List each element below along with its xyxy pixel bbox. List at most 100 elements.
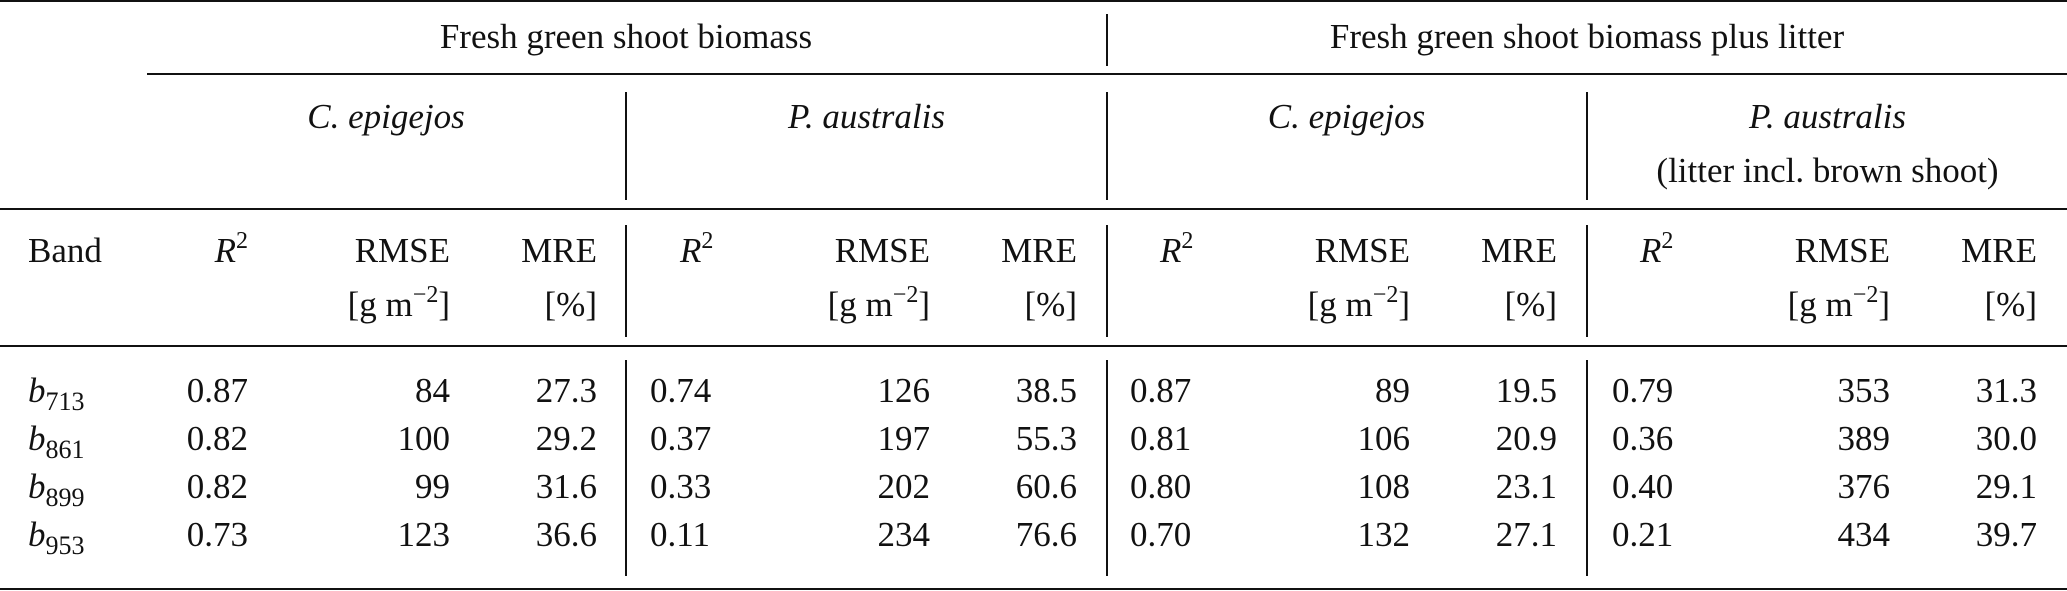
rmse-value: 123 <box>397 515 451 554</box>
r2-value: 0.73 <box>186 515 248 554</box>
data-separator-1 <box>625 360 627 576</box>
r2-header: R2 <box>1160 228 1194 270</box>
mre-value: 29.1 <box>1975 467 2037 506</box>
mre-value: 27.1 <box>1495 515 1557 554</box>
rmse-value: 197 <box>877 419 931 458</box>
band-label: b953 <box>28 514 138 559</box>
mre-value: 23.1 <box>1495 467 1557 506</box>
r2-header: R2 <box>680 228 714 270</box>
r2-value: 0.80 <box>1130 467 1192 506</box>
band-symbol: b <box>28 467 46 506</box>
data-separator-2 <box>1106 360 1108 576</box>
rmse-header: RMSE <box>834 231 930 270</box>
mre-unit: [%] <box>1024 285 1077 324</box>
r2-value: 0.40 <box>1612 467 1674 506</box>
mre-unit: [%] <box>1984 285 2037 324</box>
column-separator-1 <box>625 225 627 337</box>
band-label: b861 <box>28 418 138 463</box>
species-separator-3 <box>1586 92 1588 200</box>
species-header-2: P. australis <box>788 97 945 136</box>
column-separator-2 <box>1106 225 1108 337</box>
r2-value: 0.82 <box>186 467 248 506</box>
bottom-rule <box>0 588 2067 590</box>
r2-value: 0.70 <box>1130 515 1192 554</box>
r2-value: 0.81 <box>1130 419 1192 458</box>
mre-value: 20.9 <box>1495 419 1557 458</box>
mre-header: MRE <box>521 231 597 270</box>
subheader-rule <box>0 345 2067 347</box>
mre-value: 36.6 <box>535 515 597 554</box>
mre-header: MRE <box>1961 231 2037 270</box>
top-rule <box>0 0 2067 2</box>
mre-value: 39.7 <box>1975 515 2037 554</box>
rmse-value: 126 <box>877 371 931 410</box>
rmse-value: 389 <box>1837 419 1891 458</box>
rmse-value: 132 <box>1357 515 1411 554</box>
rmse-value: 434 <box>1837 515 1891 554</box>
r2-value: 0.37 <box>650 419 712 458</box>
rmse-header: RMSE <box>1314 231 1410 270</box>
species-header-1: C. epigejos <box>307 97 465 136</box>
band-header: Band <box>28 231 102 270</box>
species-header-4-note: (litter incl. brown shoot) <box>1656 151 1999 190</box>
mre-value: 31.6 <box>535 467 597 506</box>
rmse-header: RMSE <box>354 231 450 270</box>
species-header-3: C. epigejos <box>1267 97 1426 136</box>
r2-value: 0.11 <box>650 515 710 554</box>
band-symbol: b <box>28 515 46 554</box>
rmse-unit: [g m−2] <box>1307 282 1410 324</box>
rmse-value: 106 <box>1357 419 1411 458</box>
band-wavelength: 953 <box>45 531 85 560</box>
column-separator-3 <box>1586 225 1588 337</box>
rmse-value: 202 <box>877 467 931 506</box>
rmse-value: 100 <box>397 419 451 458</box>
rmse-value: 99 <box>415 467 450 506</box>
rmse-value: 234 <box>877 515 931 554</box>
mre-value: 19.5 <box>1495 371 1557 410</box>
rmse-value: 376 <box>1837 467 1891 506</box>
mre-header: MRE <box>1481 231 1557 270</box>
r2-value: 0.36 <box>1612 419 1674 458</box>
mre-value: 29.2 <box>535 419 597 458</box>
r2-value: 0.79 <box>1612 371 1674 410</box>
rmse-unit: [g m−2] <box>347 282 450 324</box>
mre-header: MRE <box>1001 231 1077 270</box>
rmse-unit: [g m−2] <box>1787 282 1890 324</box>
rmse-value: 108 <box>1357 467 1411 506</box>
r2-header: R2 <box>1640 228 1674 270</box>
rmse-header: RMSE <box>1794 231 1890 270</box>
mre-value: 27.3 <box>535 371 597 410</box>
mre-unit: [%] <box>1504 285 1557 324</box>
r2-value: 0.82 <box>186 419 248 458</box>
band-symbol: b <box>28 371 46 410</box>
r2-value: 0.21 <box>1612 515 1674 554</box>
r2-header: R2 <box>214 228 248 270</box>
rmse-value: 84 <box>415 371 450 410</box>
group-separator <box>1106 14 1108 66</box>
band-label: b899 <box>28 466 138 511</box>
data-separator-3 <box>1586 360 1588 576</box>
band-wavelength: 861 <box>45 435 85 464</box>
header-rule <box>0 208 2067 210</box>
species-header-4: P. australis <box>1749 97 1906 136</box>
r2-value: 0.87 <box>186 371 248 410</box>
rmse-value: 89 <box>1375 371 1410 410</box>
r2-value: 0.87 <box>1130 371 1192 410</box>
mre-value: 76.6 <box>1015 515 1077 554</box>
mre-value: 30.0 <box>1975 419 2037 458</box>
rmse-value: 353 <box>1837 371 1891 410</box>
mre-value: 38.5 <box>1015 371 1077 410</box>
band-wavelength: 713 <box>45 387 85 416</box>
mre-unit: [%] <box>544 285 597 324</box>
group-rule <box>147 73 2067 75</box>
r2-value: 0.33 <box>650 467 712 506</box>
group-header-fresh-plus-litter: Fresh green shoot biomass plus litter <box>1329 17 1845 56</box>
species-separator-2 <box>1106 92 1108 200</box>
group-header-fresh: Fresh green shoot biomass <box>439 17 813 56</box>
band-label: b713 <box>28 370 138 415</box>
mre-value: 31.3 <box>1975 371 2037 410</box>
mre-value: 60.6 <box>1015 467 1077 506</box>
species-separator-1 <box>625 92 627 200</box>
band-symbol: b <box>28 419 46 458</box>
